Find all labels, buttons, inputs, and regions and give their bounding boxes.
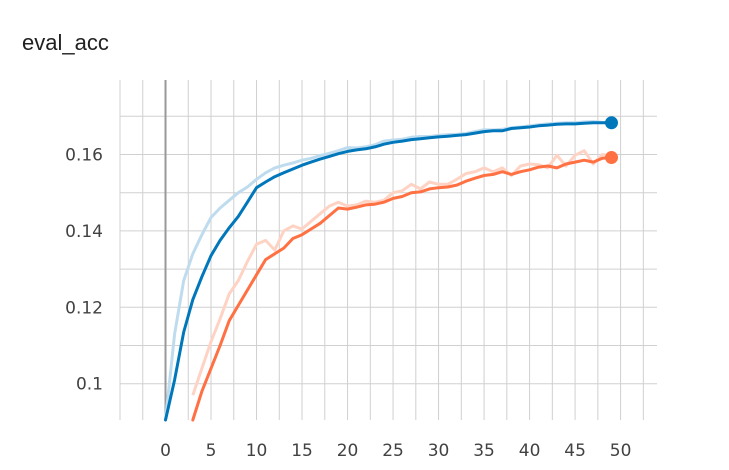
end-markers — [604, 116, 618, 165]
grid-lines — [119, 80, 657, 420]
series-end-marker — [604, 116, 618, 130]
x-tick-label: 20 — [337, 441, 359, 461]
x-tick-label: 50 — [610, 441, 632, 461]
x-tick-label: 35 — [473, 441, 495, 461]
x-axis-ticks: 0 5 10 15 20 25 30 35 40 45 50 — [160, 441, 631, 461]
x-tick-label: 10 — [246, 441, 268, 461]
x-tick-label: 40 — [519, 441, 541, 461]
y-axis-ticks: 0.1 0.12 0.14 0.16 — [65, 145, 103, 394]
x-tick-label: 25 — [382, 441, 404, 461]
x-tick-label: 0 — [160, 441, 171, 461]
series-line — [191, 156, 613, 422]
y-tick-label: 0.1 — [76, 375, 103, 395]
x-tick-label: 5 — [206, 441, 217, 461]
x-tick-label: 30 — [428, 441, 450, 461]
y-tick-label: 0.12 — [65, 298, 103, 318]
series-line — [164, 121, 613, 422]
chart-title: eval_acc — [22, 30, 109, 55]
x-tick-label: 45 — [564, 441, 586, 461]
y-tick-label: 0.14 — [65, 222, 103, 242]
series-end-marker — [604, 151, 618, 165]
smoothed-series-lines — [164, 121, 613, 422]
y-tick-label: 0.16 — [65, 145, 103, 165]
x-tick-label: 15 — [291, 441, 313, 461]
